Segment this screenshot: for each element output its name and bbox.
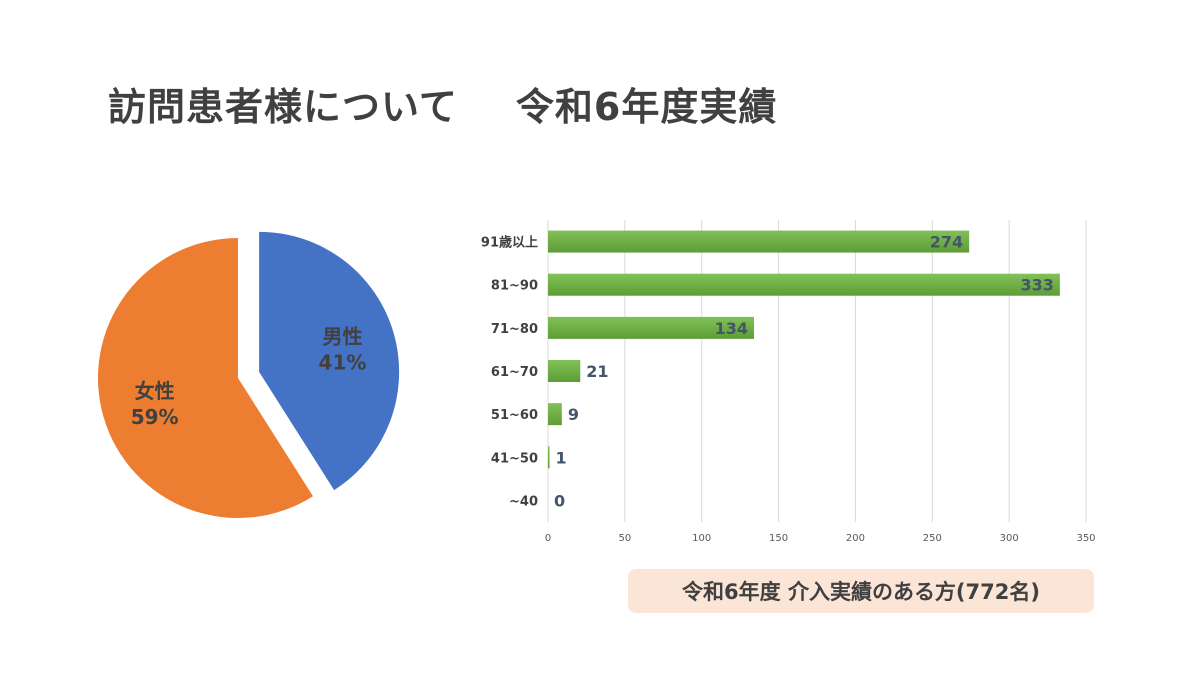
pie-slice-male bbox=[259, 231, 400, 491]
x-tick-label: 50 bbox=[618, 533, 631, 544]
title-main: 訪問患者様について bbox=[108, 85, 458, 129]
y-category-label: 71~80 bbox=[491, 322, 538, 337]
pie-value-female: 59% bbox=[131, 405, 179, 429]
x-tick-label: 0 bbox=[545, 533, 551, 544]
pie-slice-female bbox=[97, 238, 314, 518]
bar-value-label: 0 bbox=[554, 491, 565, 510]
x-tick-label: 100 bbox=[692, 533, 711, 544]
bar-value-label: 333 bbox=[1020, 276, 1053, 295]
x-tick-label: 150 bbox=[769, 533, 788, 544]
pie-value-male: 41% bbox=[319, 351, 367, 375]
y-category-label: 61~70 bbox=[491, 365, 538, 380]
x-tick-label: 250 bbox=[923, 533, 942, 544]
y-category-label: ~40 bbox=[509, 494, 538, 509]
bar bbox=[548, 360, 581, 382]
bar bbox=[548, 446, 550, 469]
x-tick-label: 300 bbox=[1000, 533, 1019, 544]
bar bbox=[548, 316, 754, 339]
y-category-label: 91歳以上 bbox=[481, 235, 538, 251]
bar bbox=[548, 273, 1060, 296]
title-sub: 令和6年度実績 bbox=[515, 85, 778, 129]
bar bbox=[548, 230, 970, 253]
bar bbox=[548, 403, 562, 426]
bar-value-label: 1 bbox=[556, 448, 567, 467]
page-title: 訪問患者様について 令和6年度実績 bbox=[108, 76, 777, 131]
age-bar-chart: 0 50 100 150 200 250 300 350 91歳以上 274 81~90 333 71~… bbox=[481, 220, 1096, 544]
x-tick-label: 350 bbox=[1076, 533, 1095, 544]
bar-value-label: 134 bbox=[715, 319, 748, 338]
pie-label-male: 男性 bbox=[322, 325, 362, 349]
bar-value-label: 274 bbox=[930, 233, 963, 252]
bar-value-label: 21 bbox=[586, 362, 608, 381]
y-category-label: 81~90 bbox=[491, 279, 538, 294]
bar-value-label: 9 bbox=[568, 405, 579, 424]
chart-caption: 令和6年度 介入実績のある方(772名) bbox=[628, 569, 1094, 613]
x-tick-label: 200 bbox=[846, 533, 865, 544]
pie-label-female: 女性 bbox=[135, 379, 175, 403]
y-category-label: 51~60 bbox=[491, 408, 538, 423]
y-category-label: 41~50 bbox=[491, 451, 538, 466]
